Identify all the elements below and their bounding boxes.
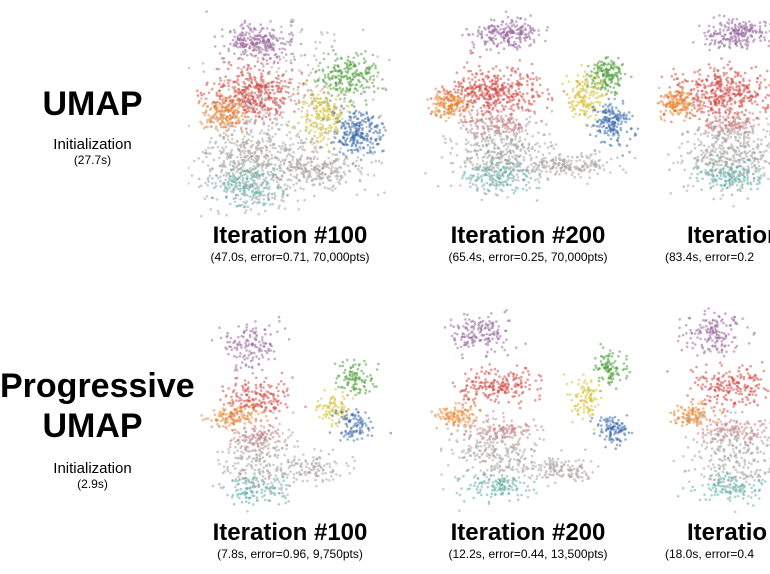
teal-cluster: [676, 469, 767, 507]
green-cluster: [305, 48, 388, 115]
iteration-stats: (65.4s, error=0.25, 70,000pts): [448, 250, 608, 264]
blue-cluster: [586, 97, 640, 157]
scatter-plot: [188, 10, 391, 218]
progressive-iter200-caption: Iteration #200 (12.2s, error=0.44, 13,50…: [428, 519, 628, 561]
iteration-title: Iteration #100: [212, 519, 368, 546]
gray-cluster: [521, 150, 637, 186]
scatter-plot: [200, 315, 393, 513]
green-cluster: [333, 358, 380, 397]
umap-iter200-plot: [420, 5, 640, 220]
purple-cluster: [461, 10, 549, 55]
purple-cluster: [210, 315, 291, 385]
umap-iter100-caption: Iteration #100 (47.0s, error=0.71, 70,00…: [190, 222, 390, 264]
purple-cluster: [676, 307, 756, 358]
gray-cluster: [211, 401, 327, 513]
teal-cluster: [218, 469, 291, 506]
yellow-cluster: [562, 373, 603, 431]
initialization-label: Initialization: [53, 460, 132, 477]
method-name-line2: UMAP: [42, 407, 143, 445]
green-cluster: [592, 342, 632, 393]
pink-cluster: [210, 424, 288, 454]
red-cluster: [196, 37, 326, 136]
umap-iter300-plot: [650, 5, 770, 220]
initialization-time: (27.7s): [73, 153, 112, 167]
pink-cluster: [687, 410, 770, 445]
iteration-title: Iteration #200: [450, 519, 606, 546]
teal-cluster: [197, 153, 286, 209]
blue-cluster: [589, 414, 634, 450]
scatter-plot: [656, 14, 770, 208]
orange-cluster: [656, 86, 703, 122]
progressive-iter300-caption: Iteratio (18.0s, error=0.4: [665, 519, 770, 561]
umap-iter100-plot: [188, 5, 393, 220]
iteration-stats: (47.0s, error=0.71, 70,000pts): [210, 250, 370, 264]
teal-cluster: [455, 468, 536, 505]
method-name: UMAP: [42, 85, 143, 123]
gray-cluster: [517, 449, 600, 485]
iteration-title: Iteratio: [687, 519, 768, 546]
pink-cluster: [457, 109, 548, 137]
scatter-plot: [424, 10, 640, 202]
progressive-iter100-plot: [195, 308, 395, 523]
purple-cluster: [692, 14, 770, 52]
iteration-stats: (12.2s, error=0.44, 13,500pts): [448, 547, 608, 561]
orange-cluster: [200, 395, 269, 432]
orange-cluster: [197, 87, 250, 138]
purple-cluster: [205, 10, 334, 75]
progressive-umap-row-label: Progressive UMAP Initialization (2.9s): [0, 366, 195, 491]
gray-cluster: [274, 148, 383, 191]
umap-iter200-caption: Iteration #200 (65.4s, error=0.25, 70,00…: [428, 222, 628, 264]
orange-cluster: [669, 399, 724, 431]
pink-cluster: [457, 409, 543, 446]
yellow-cluster: [561, 63, 609, 129]
iteration-stats: (83.4s, error=0.2: [665, 250, 755, 264]
initialization-time: (2.9s): [77, 477, 108, 491]
gray-cluster: [439, 408, 587, 512]
teal-cluster: [451, 150, 550, 202]
pink-cluster: [686, 105, 760, 142]
initialization-label: Initialization: [53, 136, 132, 153]
iteration-title: Iteration #100: [212, 222, 368, 249]
red-cluster: [666, 361, 770, 413]
method-name-line1: Progressive: [0, 367, 195, 405]
iteration-title: Iteration: [687, 222, 770, 249]
iteration-stats: (18.0s, error=0.4: [665, 547, 755, 561]
gray-cluster: [262, 448, 357, 488]
umap-iter300-caption: Iteration (83.4s, error=0.2: [665, 222, 770, 264]
scatter-plot: [666, 307, 770, 514]
purple-cluster: [443, 309, 527, 360]
blue-cluster: [328, 408, 393, 442]
blue-cluster: [319, 104, 387, 168]
gray-cluster: [188, 18, 391, 211]
progressive-iter100-caption: Iteration #100 (7.8s, error=0.96, 9,750p…: [190, 519, 390, 561]
red-cluster: [451, 363, 543, 410]
gray-cluster: [747, 459, 770, 482]
orange-cluster: [430, 401, 482, 433]
scatter-plot: [430, 309, 634, 512]
gray-cluster: [751, 151, 770, 181]
progressive-iter300-plot: [655, 305, 770, 523]
orange-cluster: [426, 76, 471, 123]
red-cluster: [659, 57, 770, 128]
progressive-iter200-plot: [420, 305, 640, 523]
iteration-stats: (7.8s, error=0.96, 9,750pts): [217, 547, 363, 561]
teal-cluster: [668, 154, 763, 201]
umap-row-label: UMAP Initialization (27.7s): [0, 84, 185, 167]
iteration-title: Iteration #200: [450, 222, 606, 249]
